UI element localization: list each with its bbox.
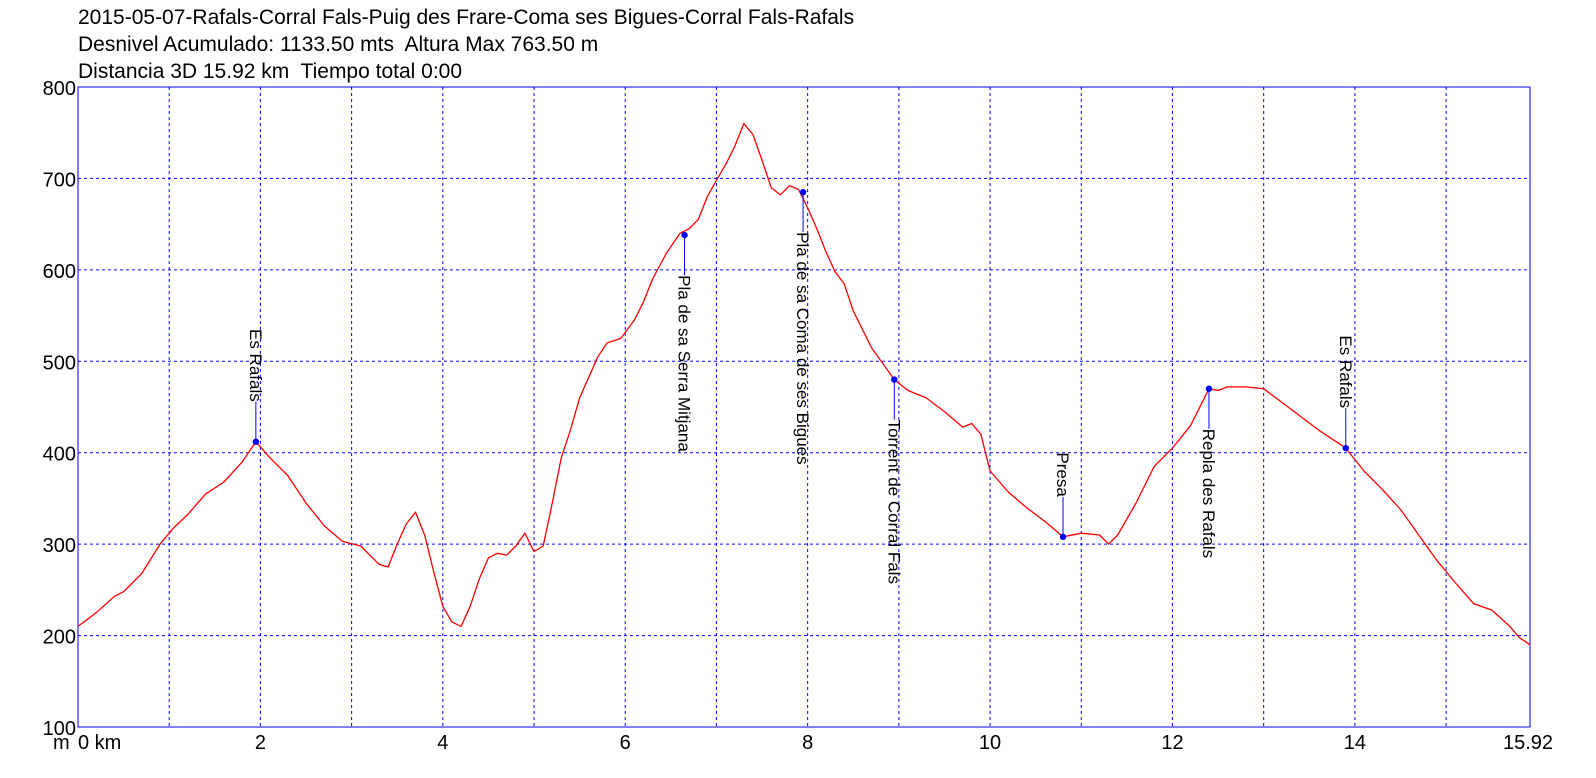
axis-labels: 100 200 300 400 500 600 700 800 m 0 km 2 4 6 8 10 12 14 1… [43, 78, 1553, 754]
plot-frame [77, 86, 1531, 728]
y-tick-label: 300 [43, 535, 76, 557]
x-tick-label: 8 [802, 732, 813, 754]
waypoint: Pla de sa Coma de ses Bigues [793, 188, 812, 465]
x-tick-label: 6 [620, 732, 631, 754]
y-tick-label: 800 [43, 78, 76, 100]
y-tick-label: 500 [43, 352, 76, 374]
waypoint-label: Pla de sa Serra Mitjana [675, 275, 694, 452]
chart-subtitle-ascent: Desnivel Acumulado: 1133.50 mts Altura M… [78, 33, 599, 56]
waypoint: Pla de sa Serra Mitjana [675, 231, 694, 452]
elevation-line [77, 122, 1531, 646]
y-tick-label: 400 [43, 444, 76, 466]
waypoint-label: Es Rafals [246, 329, 265, 402]
waypoint-marker [252, 438, 260, 445]
elevation-line-layer [77, 122, 1531, 646]
waypoint: Torrent de Corral Fals [884, 376, 903, 584]
waypoint-label: Pla de sa Coma de ses Bigues [793, 232, 812, 464]
waypoint-layer: Es Rafals Pla de sa Serra Mitjana Pla de s… [246, 188, 1355, 584]
chart-subtitle-distance: Distancia 3D 15.92 km Tiempo total 0:00 [78, 60, 463, 83]
y-tick-label: 100 [43, 718, 76, 740]
y-tick-label: 600 [43, 261, 76, 283]
waypoint-label: Presa [1053, 452, 1072, 497]
waypoint: Repla des Rafals [1199, 385, 1218, 558]
waypoint-label: Torrent de Corral Fals [884, 420, 903, 584]
x-tick-label: 10 [979, 732, 1001, 754]
waypoint-marker [681, 231, 688, 239]
y-unit-label: m [53, 732, 70, 754]
waypoint-marker [1205, 385, 1213, 392]
grid-lines [78, 87, 1530, 727]
waypoint-marker [1342, 444, 1349, 452]
x-tick-label: 12 [1161, 732, 1183, 754]
y-tick-label: 200 [43, 627, 76, 649]
waypoint: Es Rafals [246, 329, 265, 445]
waypoint: Es Rafals [1336, 335, 1355, 452]
x-tick-label: 2 [255, 732, 266, 754]
waypoint: Presa [1053, 452, 1072, 541]
waypoint-label: Repla des Rafals [1199, 429, 1218, 558]
x-tick-label: 4 [437, 732, 448, 754]
plot-border [77, 86, 1531, 728]
x-tick-label: 15.92 [1503, 732, 1553, 754]
waypoint-marker [799, 188, 807, 196]
waypoint-marker [1059, 533, 1067, 541]
y-tick-label: 700 [43, 169, 76, 191]
x-tick-label: 14 [1344, 732, 1366, 754]
waypoint-label: Es Rafals [1336, 335, 1355, 408]
chart-title: 2015-05-07-Rafals-Corral Fals-Puig des F… [78, 6, 855, 29]
x-tick-label: 0 km [78, 732, 121, 754]
waypoint-marker [891, 376, 898, 383]
